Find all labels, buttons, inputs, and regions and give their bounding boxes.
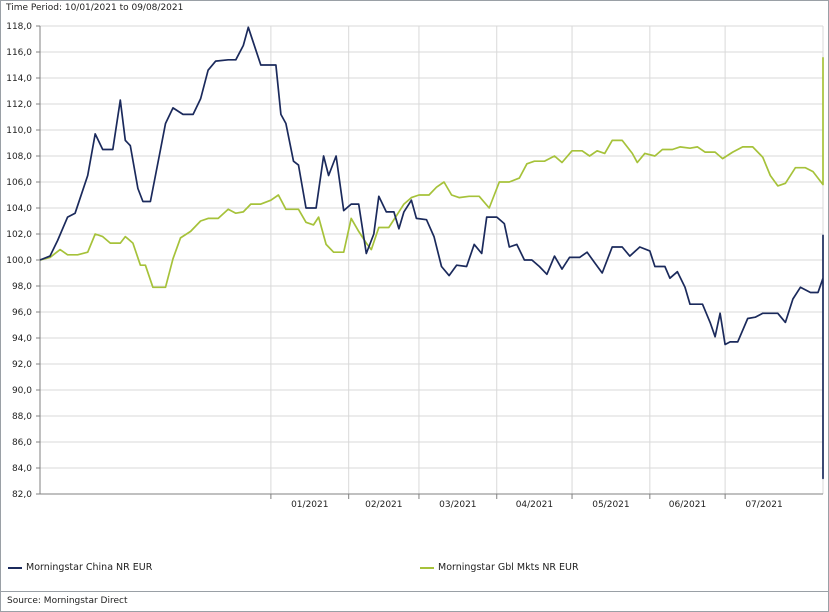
y-tick-label: 110,0	[6, 126, 32, 136]
legend-item-global: Morningstar Gbl Mkts NR EUR	[420, 562, 579, 573]
axes: 82,0 84,0 86,0 88,0 90,0 92,0 94,0 96,0 98,0 100,…	[6, 22, 823, 510]
y-tick-label: 92,0	[12, 360, 32, 370]
y-tick-label: 84,0	[12, 464, 32, 474]
y-tick-label: 118,0	[6, 22, 32, 32]
x-tick-label: 05/2021	[592, 500, 629, 510]
series	[39, 26, 824, 480]
y-tick-label: 94,0	[12, 334, 32, 344]
x-tick-label: 02/2021	[365, 500, 402, 510]
y-tick-label: 108,0	[6, 152, 32, 162]
legend-label-china: Morningstar China NR EUR	[26, 562, 153, 573]
source-label: Source: Morningstar Direct	[7, 596, 128, 606]
x-tick-label: 06/2021	[669, 500, 706, 510]
y-tick-label: 114,0	[6, 74, 32, 84]
y-tick-label: 96,0	[12, 308, 32, 318]
y-tick-label: 98,0	[12, 282, 32, 292]
y-tick-label: 100,0	[6, 256, 32, 266]
series-line-global	[39, 57, 824, 289]
time-period-label: Time Period: 10/01/2021 to 09/08/2021	[6, 3, 184, 13]
grid	[40, 25, 824, 495]
y-tick-label: 102,0	[6, 230, 32, 240]
y-tick-label: 112,0	[6, 100, 32, 110]
legend-swatch-china	[8, 566, 22, 569]
footer: Source: Morningstar Direct	[0, 592, 829, 612]
series-line-china	[39, 26, 824, 480]
y-tick-label: 88,0	[12, 412, 32, 422]
y-tick-label: 86,0	[12, 438, 32, 448]
y-tick-label: 90,0	[12, 386, 32, 396]
y-tick-label: 104,0	[6, 204, 32, 214]
y-tick-label: 116,0	[6, 48, 32, 58]
legend-label-global: Morningstar Gbl Mkts NR EUR	[438, 562, 579, 573]
x-tick-label: 01/2021	[291, 500, 328, 510]
y-tick-label: 106,0	[6, 178, 32, 188]
x-tick-label: 07/2021	[745, 500, 782, 510]
legend-item-china: Morningstar China NR EUR	[8, 562, 152, 573]
x-tick-label: 04/2021	[516, 500, 553, 510]
legend-swatch-global	[420, 566, 434, 569]
x-tick-label: 03/2021	[439, 500, 476, 510]
line-chart: 82,0 84,0 86,0 88,0 90,0 92,0 94,0 96,0 98,0 100,…	[6, 22, 824, 510]
y-tick-label: 82,0	[12, 490, 32, 500]
